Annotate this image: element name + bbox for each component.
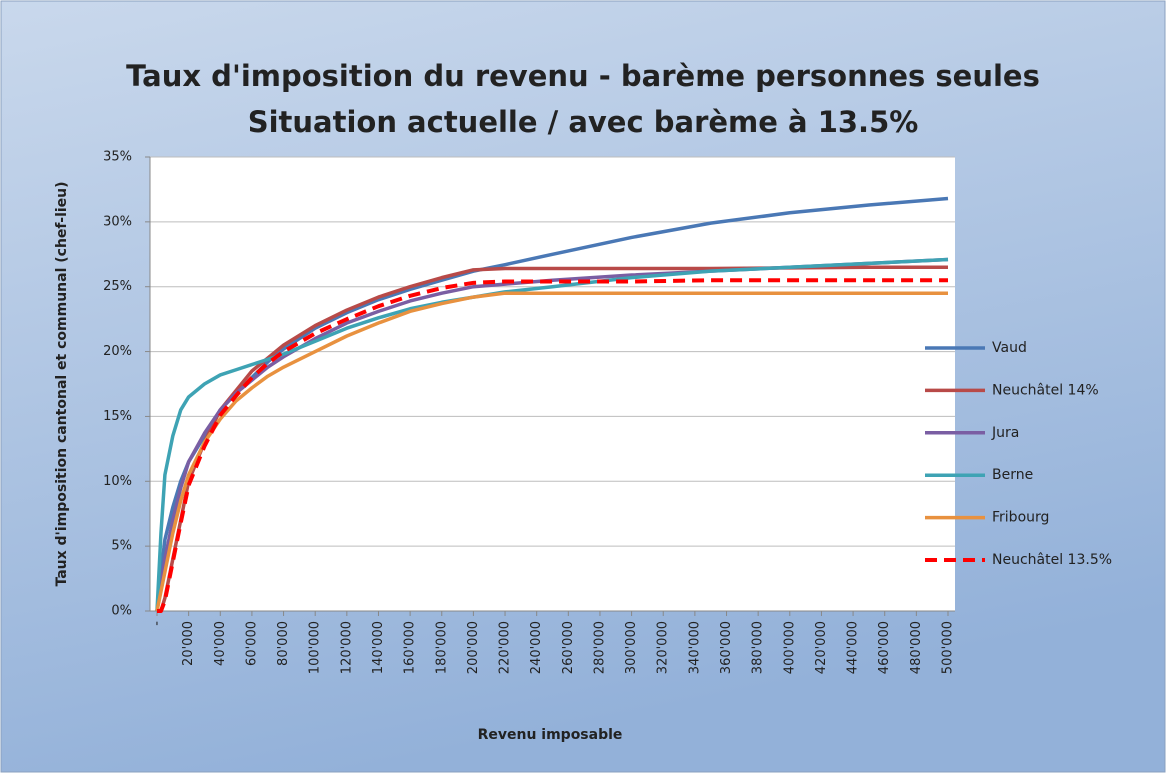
x-tick-label: 80'000 — [276, 621, 291, 666]
y-tick-label: 25% — [103, 279, 132, 294]
legend-label: Neuchâtel 14% — [992, 382, 1099, 398]
y-tick-label: 15% — [103, 409, 132, 424]
x-tick-label: 340'000 — [687, 621, 702, 674]
x-tick-label: 460'000 — [877, 621, 892, 674]
x-tick-label: 100'000 — [308, 621, 323, 674]
x-tick-label: 60'000 — [244, 621, 259, 666]
x-tick-label: 180'000 — [434, 621, 449, 674]
x-tick-label: 120'000 — [339, 621, 354, 674]
y-tick-label: 5% — [111, 539, 132, 554]
x-tick-label: 360'000 — [719, 621, 734, 674]
x-tick-label: 280'000 — [592, 621, 607, 674]
y-tick-label: 35% — [103, 150, 132, 165]
series-line — [155, 257, 949, 612]
legend-label: Fribourg — [992, 510, 1049, 526]
y-tick-label: 10% — [103, 474, 132, 489]
x-tick-label: - — [150, 621, 165, 626]
x-tick-label: 220'000 — [498, 621, 513, 674]
x-tick-label: 420'000 — [814, 621, 829, 674]
series-line — [155, 291, 948, 612]
x-tick-label: 380'000 — [751, 621, 766, 674]
chart-subtitle: Situation actuelle / avec barème à 13.5% — [248, 105, 919, 139]
y-tick-label: 20% — [103, 344, 132, 359]
legend-label: Berne — [992, 467, 1033, 483]
chart-title: Taux d'imposition du revenu - barème per… — [126, 59, 1040, 93]
x-tick-label: 260'000 — [561, 621, 576, 674]
x-tick-label: 240'000 — [529, 621, 544, 674]
x-tick-label: 20'000 — [181, 621, 196, 666]
x-axis-label: Revenu imposable — [478, 727, 623, 743]
x-tick-label: 40'000 — [213, 621, 228, 666]
series-line — [155, 257, 949, 612]
x-tick-label: 500'000 — [941, 621, 956, 674]
x-tick-label: 320'000 — [656, 621, 671, 674]
x-tick-label: 140'000 — [371, 621, 386, 674]
x-tick-label: 300'000 — [624, 621, 639, 674]
legend-label: Jura — [991, 425, 1019, 441]
legend-label: Vaud — [992, 340, 1027, 356]
legend-label: Neuchâtel 13.5% — [992, 552, 1112, 568]
series-line — [155, 196, 949, 612]
x-tick-label: 400'000 — [782, 621, 797, 674]
x-tick-label: 440'000 — [846, 621, 861, 674]
plot-area — [150, 157, 955, 611]
x-tick-label: 480'000 — [909, 621, 924, 674]
y-axis-label: Taux d'imposition cantonal et communal (… — [54, 181, 70, 586]
y-tick-label: 30% — [103, 214, 132, 229]
x-tick-label: 160'000 — [403, 621, 418, 674]
y-tick-label: 0% — [111, 604, 132, 619]
x-tick-label: 200'000 — [466, 621, 481, 674]
